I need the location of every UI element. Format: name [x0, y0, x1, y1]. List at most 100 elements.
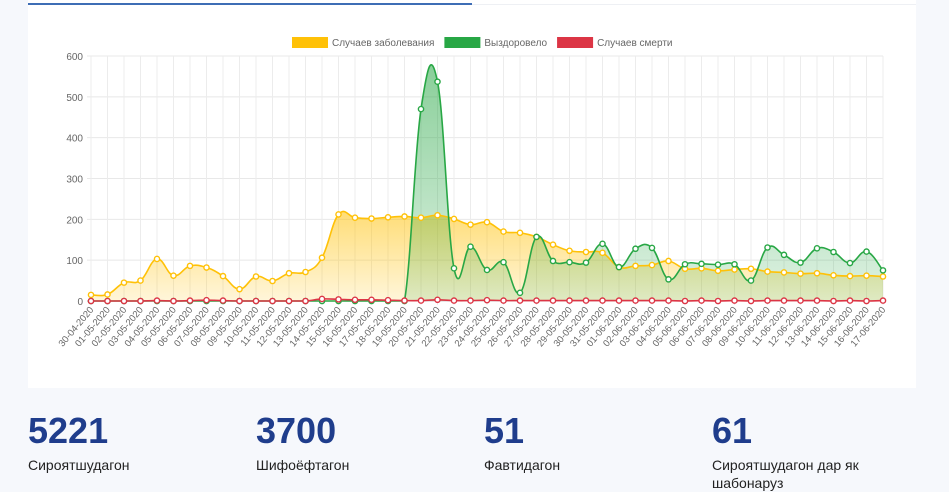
y-tick-label: 200: [66, 215, 83, 226]
data-point: [549, 241, 557, 248]
data-point: [599, 297, 606, 304]
data-point: [104, 297, 111, 305]
data-point: [137, 277, 144, 284]
data-point: [632, 245, 639, 253]
legend-label: Случаев смерти: [597, 38, 672, 49]
data-point: [780, 251, 788, 259]
data-point: [747, 297, 755, 305]
data-point: [153, 297, 161, 304]
data-point: [516, 297, 524, 304]
data-point: [665, 257, 672, 265]
data-point: [318, 254, 326, 262]
data-point: [335, 211, 342, 218]
data-point: [698, 260, 705, 268]
data-point: [467, 243, 474, 250]
y-tick-label: 400: [66, 134, 83, 145]
data-point: [384, 213, 392, 221]
data-point: [170, 297, 177, 305]
data-point: [252, 273, 260, 280]
data-point: [516, 229, 524, 237]
data-point: [285, 297, 293, 305]
data-point: [219, 297, 227, 304]
data-point: [731, 266, 738, 273]
data-point: [483, 266, 491, 274]
data-point: [500, 228, 507, 235]
data-point: [252, 297, 260, 305]
data-point: [549, 257, 557, 265]
data-point: [846, 272, 854, 280]
data-point: [863, 248, 870, 255]
data-point: [384, 296, 392, 304]
data-point: [318, 295, 326, 303]
data-point: [450, 215, 458, 223]
data-point: [813, 297, 821, 304]
data-point: [153, 255, 161, 263]
stat-value: 51: [484, 410, 525, 451]
data-point: [483, 296, 491, 304]
series-area: [91, 64, 883, 301]
data-point: [467, 297, 474, 304]
data-point: [87, 291, 95, 299]
data-point: [599, 240, 606, 248]
stat-value: 3700: [256, 410, 337, 451]
data-point: [566, 258, 573, 266]
data-point: [417, 105, 425, 113]
data-point: [632, 262, 639, 270]
data-point: [417, 297, 425, 304]
data-point: [368, 296, 375, 304]
data-point: [764, 297, 771, 304]
data-point: [879, 267, 887, 274]
data-point: [830, 248, 837, 256]
data-point: [203, 264, 210, 271]
data-point: [599, 249, 606, 257]
data-point: [87, 297, 95, 305]
data-point: [582, 259, 590, 266]
legend-swatch: [292, 37, 328, 48]
data-point: [747, 265, 755, 273]
stat-value: 5221: [28, 410, 109, 451]
data-point: [219, 272, 227, 280]
data-point: [879, 297, 887, 304]
y-tick-label: 100: [66, 256, 83, 267]
stat-daily-infected: 61 Сироятшудагон дар як шабонаруз: [712, 410, 912, 492]
data-point: [698, 297, 705, 304]
data-point: [648, 244, 656, 252]
data-point: [731, 297, 738, 304]
data-point: [335, 296, 342, 303]
data-point: [797, 297, 804, 304]
data-point: [764, 244, 771, 251]
data-point: [269, 297, 276, 305]
legend-swatch: [557, 37, 594, 48]
data-point: [830, 297, 837, 305]
data-point: [813, 245, 821, 252]
stat-label: Сироятшудагон дар як шабонаруз: [712, 457, 859, 491]
data-point: [632, 297, 639, 304]
data-point: [566, 297, 573, 304]
data-point: [846, 259, 854, 267]
stat-label: Фавтидагон: [484, 457, 561, 473]
data-point: [764, 268, 771, 275]
data-point: [203, 296, 210, 304]
data-point: [236, 285, 243, 293]
data-point: [533, 233, 540, 241]
data-point: [516, 289, 524, 297]
data-point: [285, 269, 293, 277]
data-point: [170, 272, 177, 279]
legend-swatch: [444, 37, 481, 48]
y-tick-label: 0: [77, 297, 83, 308]
data-point: [830, 271, 837, 279]
legend-label: Случаев заболевания: [332, 37, 434, 49]
stat-infected: 5221 Сироятшудагон: [28, 410, 248, 474]
stat-deaths: 51 Фавтидагон: [484, 410, 704, 474]
data-point: [582, 248, 590, 256]
data-point: [434, 211, 441, 219]
data-point: [566, 247, 573, 255]
data-point: [549, 297, 557, 304]
data-point: [714, 267, 722, 275]
data-point: [269, 277, 276, 285]
data-point: [434, 78, 441, 86]
stat-label: Сироятшудагон: [28, 457, 130, 473]
data-point: [401, 213, 408, 220]
data-point: [500, 258, 507, 266]
data-point: [434, 296, 441, 304]
